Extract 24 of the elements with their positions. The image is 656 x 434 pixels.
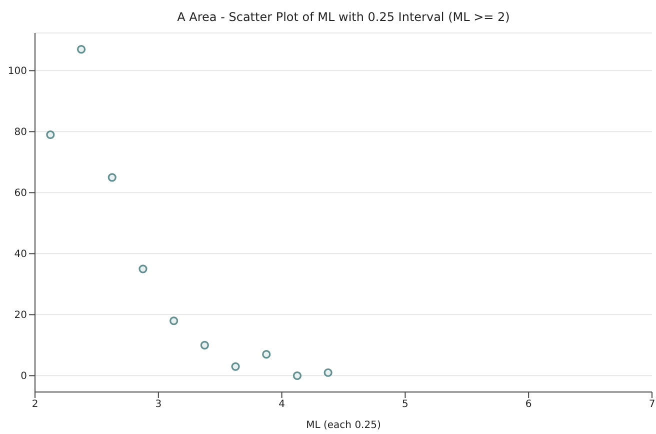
x-axis-title: ML (each 0.25) [306, 420, 381, 431]
y-tick-label: 80 [14, 127, 27, 138]
chart-title: A Area - Scatter Plot of ML with 0.25 Interval (ML >= 2) [176, 10, 511, 24]
point [262, 350, 271, 359]
point [138, 264, 148, 274]
point [231, 362, 240, 371]
point [170, 316, 178, 326]
point [76, 45, 86, 54]
point [108, 173, 116, 182]
x-tick-label: 7 [648, 399, 656, 410]
y-tick-label: 40 [14, 249, 27, 260]
point [292, 371, 302, 380]
point [200, 340, 209, 350]
y-tick-label: 0 [20, 371, 27, 382]
x-tick-label: 3 [155, 399, 162, 410]
y-tick-label: 20 [14, 310, 27, 322]
x-tick-label: 2 [32, 399, 38, 410]
point [324, 368, 332, 377]
y-tick-label: 60 [14, 188, 27, 200]
x-tick-label: 4 [278, 399, 285, 410]
x-tick-label: 6 [525, 399, 532, 410]
point [46, 130, 55, 140]
x-tick-label: 5 [402, 399, 408, 410]
y-tick-label: 100 [8, 66, 27, 78]
